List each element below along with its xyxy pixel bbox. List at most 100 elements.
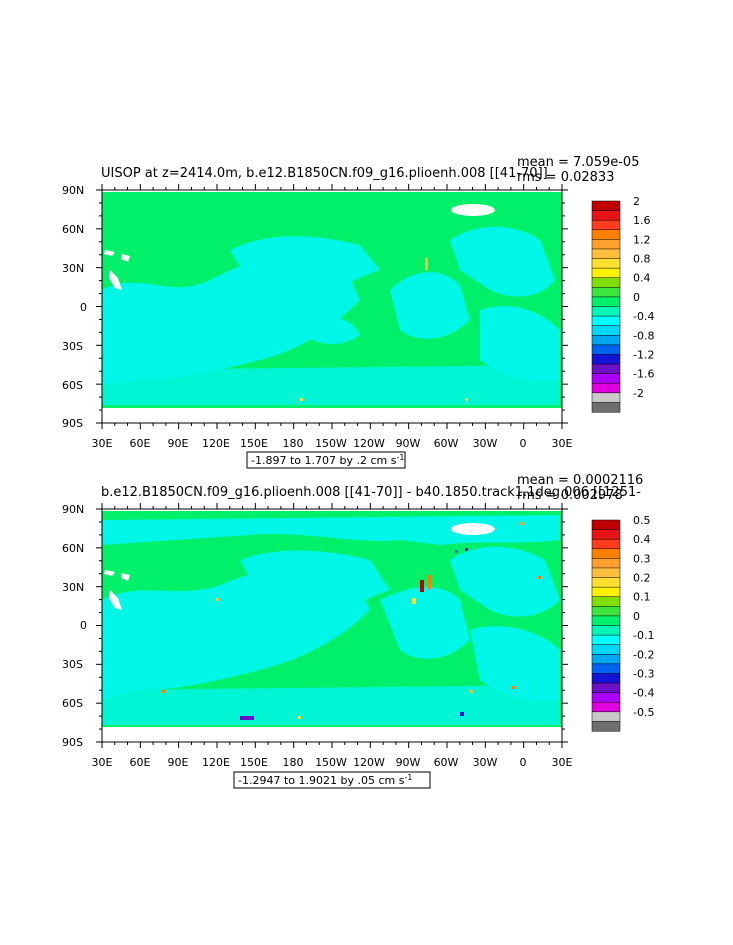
lat-label: 60N <box>62 223 84 236</box>
lon-label: 30W <box>473 437 498 450</box>
panel-1-mean: mean = 7.059e-05 <box>517 155 639 170</box>
colorbar-label: 0.2 <box>633 572 651 585</box>
panel-2-lon-labels: 30E 60E 90E 120E 150E 180 150W 120W 90W … <box>92 756 573 769</box>
lat-label: 30N <box>62 581 84 594</box>
colorbar-label: 0.4 <box>633 533 651 546</box>
colorbar-label: -0.8 <box>633 329 654 342</box>
colorbar-label: -0.4 <box>633 310 654 323</box>
colorbar-box <box>591 325 621 336</box>
panel-1-north-strip <box>102 190 562 192</box>
colorbar-box <box>591 277 621 288</box>
lon-label: 30E <box>92 437 113 450</box>
colorbar-label: 0 <box>633 610 640 623</box>
svg-text:-1.2947 to 1.9021 by .05 cm s-: -1.2947 to 1.9021 by .05 cm s-1 <box>238 773 412 787</box>
colorbar-box <box>591 239 621 250</box>
colorbar-label: 0.8 <box>633 253 651 266</box>
lon-label: 0 <box>520 756 527 769</box>
panel-1-range-sup: -1 <box>396 453 404 462</box>
colorbar-box <box>591 625 621 636</box>
lon-label: 120W <box>353 437 385 450</box>
panel-1-title: UISOP at z=2414.0m, b.e12.B1850CN.f09_g1… <box>101 166 548 181</box>
panel-1-range-text: -1.897 to 1.707 by .2 cm s <box>251 454 397 467</box>
panel-2-lat-labels: 90N 60N 30N 0 30S 60S 90S <box>62 503 87 749</box>
colorbar-box <box>591 519 621 531</box>
colorbar-label: 0.4 <box>633 272 651 285</box>
colorbar-box <box>591 567 621 579</box>
axis-ticks <box>96 184 568 748</box>
colorbar-box <box>591 596 621 607</box>
panel-1-colorbar: 2 1.6 1.2 0.8 0.4 0 -0.4 -0.8 -1.2 -1.6 -2 <box>591 195 654 413</box>
lon-label: 90W <box>396 756 421 769</box>
lon-label: 150E <box>240 756 268 769</box>
panel-1-lat-labels: 90N 60N 30N 0 30S 60S 90S <box>62 184 87 430</box>
colorbar-label: 0.5 <box>633 514 651 527</box>
lat-label: 60S <box>62 697 83 710</box>
colorbar-box <box>591 258 621 269</box>
colorbar-label: 0 <box>633 291 640 304</box>
colorbar-box <box>591 335 621 346</box>
lon-label: 30E <box>552 437 573 450</box>
lat-label: 30S <box>62 340 83 353</box>
colorbar-box <box>591 248 621 260</box>
colorbar-label: 0.3 <box>633 552 651 565</box>
lon-label: 150W <box>315 437 347 450</box>
lon-label: 30E <box>92 756 113 769</box>
colorbar-box <box>591 210 621 221</box>
colorbar-label: -0.5 <box>633 706 654 719</box>
colorbar-box <box>591 673 621 684</box>
colorbar-box <box>591 721 621 732</box>
panel-2-range-text: -1.2947 to 1.9021 by .05 cm s <box>238 774 405 787</box>
colorbar-box <box>591 363 621 375</box>
colorbar-box <box>591 577 621 588</box>
colorbar-label: 1.2 <box>633 233 651 246</box>
panel-1-range-box: -1.897 to 1.707 by .2 cm s-1 <box>246 451 406 469</box>
colorbar-box <box>591 344 621 355</box>
lon-label: 180 <box>283 437 304 450</box>
colorbar-label: 0.1 <box>633 591 651 604</box>
panel-1-spots <box>300 258 468 401</box>
colorbar-box <box>591 548 621 559</box>
colorbar-box <box>591 373 621 384</box>
lon-label: 120W <box>353 756 385 769</box>
colorbar-box <box>591 654 621 665</box>
lat-label: 0 <box>80 301 87 314</box>
colorbar-box <box>591 615 621 627</box>
colorbar-box <box>591 701 621 713</box>
colorbar-box <box>591 606 621 617</box>
colorbar-box <box>591 634 621 646</box>
colorbar-label: -0.2 <box>633 648 654 661</box>
colorbar-box <box>591 644 621 655</box>
lon-label: 60E <box>130 756 151 769</box>
colorbar-box <box>591 315 621 327</box>
panel-2-polar-mask <box>102 727 562 742</box>
lon-label: 0 <box>520 437 527 450</box>
lat-label: 0 <box>80 619 87 632</box>
colorbar-box <box>591 692 621 703</box>
lon-label: 60W <box>434 437 459 450</box>
colorbar-box <box>591 200 621 212</box>
lon-label: 90E <box>168 437 189 450</box>
colorbar-box <box>591 392 621 403</box>
lat-label: 30N <box>62 262 84 275</box>
colorbar-label: -1.6 <box>633 368 654 381</box>
colorbar-box <box>591 586 621 598</box>
lat-label: 90S <box>62 417 83 430</box>
panel-2: b.e12.B1850CN.f09_g16.plioenh.008 [[41-7… <box>62 473 654 789</box>
colorbar-label: -1.2 <box>633 349 654 362</box>
colorbar-box <box>591 382 621 394</box>
lon-label: 90E <box>168 756 189 769</box>
panel-2-range-box: -1.2947 to 1.9021 by .05 cm s-1 <box>233 771 431 789</box>
colorbar-box <box>591 663 621 674</box>
panel-2-north-strip <box>102 509 562 511</box>
colorbar-label: 2 <box>633 195 640 208</box>
colorbar-label: -0.4 <box>633 687 654 700</box>
colorbar-label: -0.3 <box>633 668 654 681</box>
lon-label: 30W <box>473 756 498 769</box>
panel-2-map <box>101 508 563 743</box>
lon-label: 150E <box>240 437 268 450</box>
lat-label: 90N <box>62 184 84 197</box>
panel-2-title: b.e12.B1850CN.f09_g16.plioenh.008 [[41-7… <box>101 485 641 500</box>
lat-label: 60N <box>62 542 84 555</box>
colorbar-box <box>591 354 621 365</box>
panel-2-land-mask <box>104 523 495 610</box>
